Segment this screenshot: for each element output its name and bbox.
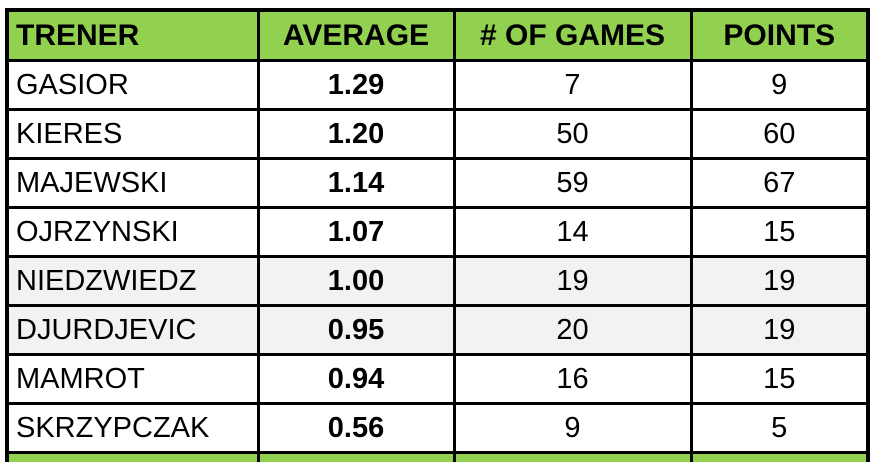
cell-games: 9 bbox=[452, 402, 693, 454]
cell-trener: NIEDZWIEDZ bbox=[5, 255, 260, 307]
cell-points: 60 bbox=[689, 108, 870, 160]
cell-trener: MAJEWSKI bbox=[5, 157, 260, 209]
cell-points: 15 bbox=[689, 206, 870, 258]
cell-average: 0.95 bbox=[256, 304, 456, 356]
partial-cell bbox=[5, 451, 260, 462]
cell-average: 1.07 bbox=[256, 206, 456, 258]
cell-games: 16 bbox=[452, 353, 693, 405]
table-row: SKRZYPCZAK 0.56 9 5 bbox=[5, 402, 870, 454]
column-header-games: # OF GAMES bbox=[452, 8, 693, 62]
cell-trener: MAMROT bbox=[5, 353, 260, 405]
cell-games: 50 bbox=[452, 108, 693, 160]
partial-cell bbox=[452, 451, 693, 462]
cell-points: 19 bbox=[689, 255, 870, 307]
column-header-average: AVERAGE bbox=[256, 8, 456, 62]
partial-cell bbox=[256, 451, 456, 462]
column-header-points: POINTS bbox=[689, 8, 870, 62]
table-row: MAJEWSKI 1.14 59 67 bbox=[5, 157, 870, 209]
cell-points: 5 bbox=[689, 402, 870, 454]
cell-trener: OJRZYNSKI bbox=[5, 206, 260, 258]
table-row: NIEDZWIEDZ 1.00 19 19 bbox=[5, 255, 870, 307]
cell-average: 1.29 bbox=[256, 59, 456, 111]
table-row: OJRZYNSKI 1.07 14 15 bbox=[5, 206, 870, 258]
cell-games: 7 bbox=[452, 59, 693, 111]
cell-games: 14 bbox=[452, 206, 693, 258]
partial-cell bbox=[689, 451, 870, 462]
cell-average: 1.00 bbox=[256, 255, 456, 307]
cell-average: 1.20 bbox=[256, 108, 456, 160]
cell-points: 19 bbox=[689, 304, 870, 356]
table-row: GASIOR 1.29 7 9 bbox=[5, 59, 870, 111]
cell-average: 0.56 bbox=[256, 402, 456, 454]
trener-stats-table: TRENER AVERAGE # OF GAMES POINTS GASIOR … bbox=[5, 8, 870, 462]
cell-games: 59 bbox=[452, 157, 693, 209]
cell-points: 15 bbox=[689, 353, 870, 405]
cell-points: 67 bbox=[689, 157, 870, 209]
cell-trener: GASIOR bbox=[5, 59, 260, 111]
cell-average: 0.94 bbox=[256, 353, 456, 405]
table-row: MAMROT 0.94 16 15 bbox=[5, 353, 870, 405]
column-header-trener: TRENER bbox=[5, 8, 260, 62]
cell-average: 1.14 bbox=[256, 157, 456, 209]
cell-points: 9 bbox=[689, 59, 870, 111]
cell-games: 20 bbox=[452, 304, 693, 356]
table-row: KIERES 1.20 50 60 bbox=[5, 108, 870, 160]
cell-trener: SKRZYPCZAK bbox=[5, 402, 260, 454]
table-row: DJURDJEVIC 0.95 20 19 bbox=[5, 304, 870, 356]
cell-games: 19 bbox=[452, 255, 693, 307]
cell-trener: KIERES bbox=[5, 108, 260, 160]
next-row-partial bbox=[5, 451, 870, 462]
header-row: TRENER AVERAGE # OF GAMES POINTS bbox=[5, 8, 870, 62]
cell-trener: DJURDJEVIC bbox=[5, 304, 260, 356]
